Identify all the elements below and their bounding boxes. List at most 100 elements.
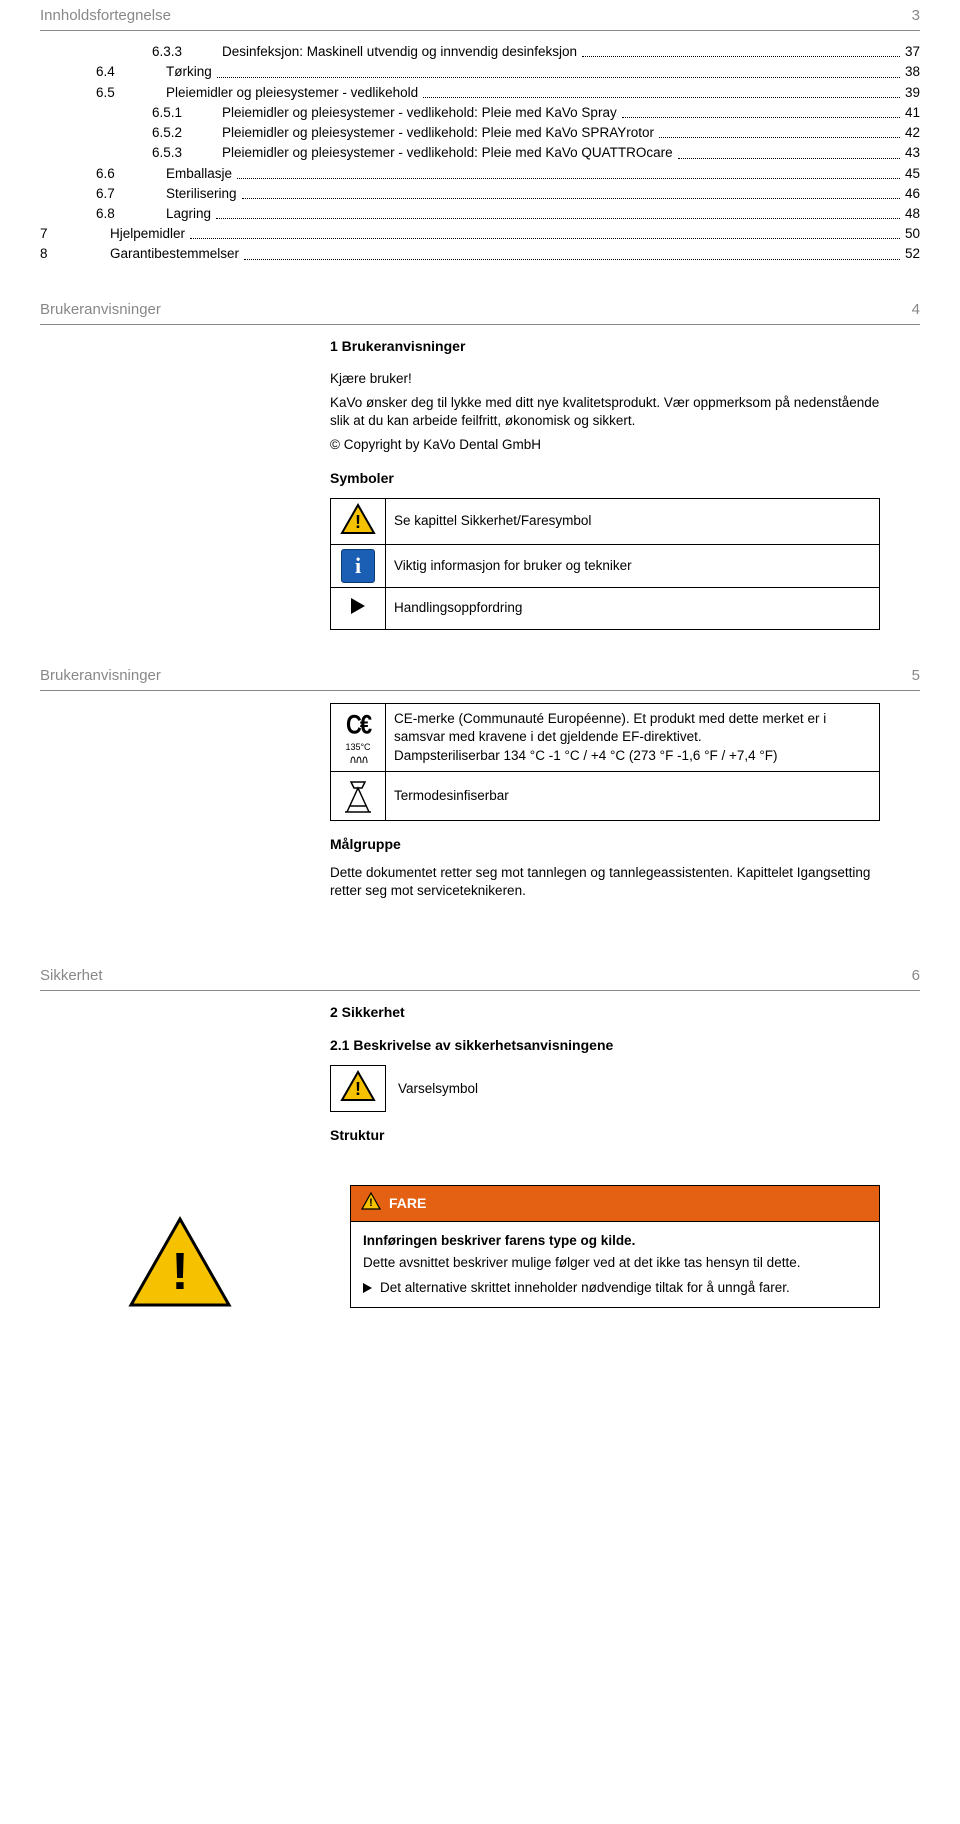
toc-dots [678, 158, 900, 159]
toc-dots [190, 238, 900, 239]
ce-135-icon: C€135°C [335, 710, 381, 766]
toc-entry: 6.5Pleiemidler og pleiesystemer - vedlik… [96, 84, 920, 102]
toc-dots [216, 218, 900, 219]
toc-dots [244, 259, 900, 260]
symbol-text: CE-merke (Communauté Européenne). Et pro… [386, 704, 880, 772]
toc-number: 6.8 [96, 205, 166, 223]
section-header-toc: Innholdsfortegnelse 3 [40, 0, 920, 31]
toc-label: Pleiemidler og pleiesystemer - vedlikeho… [222, 144, 673, 162]
symbol-icon-cell: C€135°C [331, 704, 386, 772]
symbol-table-5: C€135°CCE-merke (Communauté Européenne).… [330, 703, 880, 821]
toc-label: Pleiemidler og pleiesystemer - vedlikeho… [222, 124, 654, 142]
symbol-row: C€135°CCE-merke (Communauté Européenne).… [331, 704, 880, 772]
symbol-icon-cell [331, 587, 386, 629]
toc-page: 39 [905, 84, 920, 102]
toc-entry: 6.3.3Desinfeksjon: Maskinell utvendig og… [152, 43, 920, 61]
play-triangle-icon [363, 1283, 372, 1293]
fare-bullet-text: Det alternative skrittet inneholder nødv… [380, 1279, 790, 1297]
toc-entry: 6.8Lagring 48 [96, 205, 920, 223]
toc-page: 38 [905, 63, 920, 81]
section-header-title: Sikkerhet [40, 966, 103, 986]
symbol-table-4: ! Se kapittel Sikkerhet/Faresymbol i Viktig… [330, 498, 880, 630]
varsel-label: Varselsymbol [386, 1066, 881, 1112]
struktur-heading: Struktur [330, 1126, 880, 1145]
toc-number: 8 [40, 245, 110, 263]
symbol-text: Termodesinfiserbar [386, 771, 880, 820]
fare-right: ! FARE Innføringen beskriver farens type… [350, 1175, 880, 1308]
svg-text:!: ! [369, 1197, 373, 1209]
toc-page: 52 [905, 245, 920, 263]
toc-number: 6.4 [96, 63, 166, 81]
toc-entry: 7Hjelpemidler50 [40, 225, 920, 243]
toc-entry: 6.5.3Pleiemidler og pleiesystemer - vedl… [152, 144, 920, 162]
section-header-bruker5: Brukeranvisninger 5 [40, 660, 920, 691]
toc-page: 42 [905, 124, 920, 142]
symbol-text: Viktig informasjon for bruker og teknike… [386, 544, 880, 587]
page6-content: 2 Sikkerhet 2.1 Beskrivelse av sikkerhet… [330, 1003, 880, 1145]
toc-number: 6.5.3 [152, 144, 222, 162]
page4-copyright: © Copyright by KaVo Dental GmbH [330, 436, 880, 454]
toc-dots [622, 117, 900, 118]
toc-number: 7 [40, 225, 110, 243]
warning-triangle-small-icon: ! [361, 1192, 381, 1215]
symbol-icon-cell [331, 771, 386, 820]
malgruppe-text: Dette dokumentet retter seg mot tannlege… [330, 864, 880, 900]
toc-number: 6.3.3 [152, 43, 222, 61]
toc-dots [423, 97, 900, 98]
section-header-title: Innholdsfortegnelse [40, 6, 171, 26]
section-header-bruker4: Brukeranvisninger 4 [40, 294, 920, 325]
toc-page: 37 [905, 43, 920, 61]
toc-entry: 6.5.2Pleiemidler og pleiesystemer - vedl… [152, 124, 920, 142]
symbol-icon-cell: i [331, 544, 386, 587]
symbol-icon-cell: ! [331, 498, 386, 544]
section-header-title: Brukeranvisninger [40, 666, 161, 686]
toc-number: 6.5 [96, 84, 166, 102]
toc-page: 41 [905, 104, 920, 122]
warning-triangle-icon: ! [340, 1070, 376, 1102]
fare-bar: ! FARE [350, 1185, 880, 1222]
fare-bold-text: Innføringen beskriver farens type og kil… [363, 1232, 867, 1250]
page4-symboler-h: Symboler [330, 469, 880, 488]
symbol-text: Se kapittel Sikkerhet/Faresymbol [386, 498, 880, 544]
toc-label: Desinfeksjon: Maskinell utvendig og innv… [222, 43, 577, 61]
toc-entry: 6.7Sterilisering46 [96, 185, 920, 203]
toc-page: 48 [905, 205, 920, 223]
toc-page: 43 [905, 144, 920, 162]
toc-number: 6.5.1 [152, 104, 222, 122]
play-triangle-icon [351, 598, 365, 614]
toc-label: Lagring [166, 205, 211, 223]
page4-content: 1 Brukeranvisninger Kjære bruker! KaVo ø… [330, 337, 880, 630]
fare-box: Innføringen beskriver farens type og kil… [350, 1222, 880, 1308]
toc-dots [237, 178, 900, 179]
symbol-text: Handlingsoppfordring [386, 587, 880, 629]
toc-dots [217, 77, 900, 78]
toc-number: 6.5.2 [152, 124, 222, 142]
toc-dots [659, 137, 900, 138]
fare-row: ! ! FARE Innføringen beskriver farens ty… [40, 1175, 920, 1316]
svg-text:!: ! [355, 512, 361, 532]
svg-text:!: ! [171, 1243, 188, 1301]
fare-label: FARE [389, 1194, 426, 1213]
page4-intro: KaVo ønsker deg til lykke med ditt nye k… [330, 394, 880, 430]
page4-greeting: Kjære bruker! [330, 370, 880, 388]
fare-body-text: Dette avsnittet beskriver mulige følger … [363, 1254, 867, 1272]
toc-label: Emballasje [166, 165, 232, 183]
page6-subheading: 2.1 Beskrivelse av sikkerhetsanvisningen… [330, 1036, 880, 1055]
toc-page: 46 [905, 185, 920, 203]
page4-heading: 1 Brukeranvisninger [330, 337, 880, 356]
varsel-icon-cell: ! [331, 1066, 386, 1112]
fare-bullet: Det alternative skrittet inneholder nødv… [363, 1279, 867, 1297]
toc-label: Garantibestemmelser [110, 245, 239, 263]
section-header-page: 6 [912, 966, 920, 986]
section-header-sikkerhet: Sikkerhet 6 [40, 960, 920, 991]
toc-label: Sterilisering [166, 185, 237, 203]
info-square-icon: i [341, 549, 375, 583]
toc-label: Pleiemidler og pleiesystemer - vedlikeho… [222, 104, 617, 122]
table-of-contents: 6.3.3Desinfeksjon: Maskinell utvendig og… [40, 43, 920, 263]
section-header-page: 3 [912, 6, 920, 26]
symbol-row: i Viktig informasjon for bruker og teknik… [331, 544, 880, 587]
warning-triangle-icon: ! [340, 503, 376, 535]
warning-triangle-large-icon: ! [125, 1215, 235, 1316]
toc-label: Tørking [166, 63, 212, 81]
section-header-title: Brukeranvisninger [40, 300, 161, 320]
